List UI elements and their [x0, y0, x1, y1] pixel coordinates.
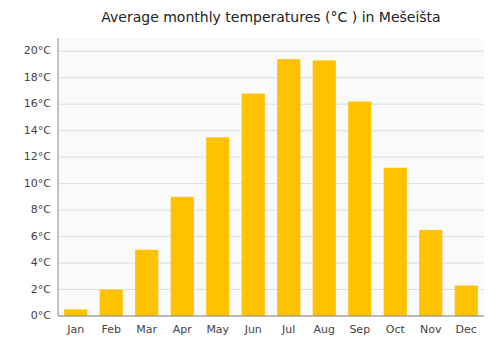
bar [135, 250, 158, 316]
y-tick-label: 18°C [24, 71, 51, 84]
x-tick-label: Apr [173, 323, 193, 336]
x-tick-label: Nov [420, 323, 442, 336]
y-axis-line [58, 38, 59, 316]
bar [384, 168, 407, 316]
y-tick-label: 14°C [24, 124, 51, 137]
x-tick-label: Sep [349, 323, 370, 336]
grid-line [58, 157, 484, 158]
x-tick-label: Mar [136, 323, 157, 336]
grid-line [58, 77, 484, 78]
x-tick-label: Oct [386, 323, 406, 336]
x-tick-label: May [206, 323, 229, 336]
y-tick-label: 16°C [24, 97, 51, 110]
bars [64, 59, 478, 316]
y-tick-label: 6°C [31, 230, 51, 243]
title: Average monthly temperatures (°C ) in Me… [101, 9, 440, 25]
grid-line [58, 210, 484, 211]
grid-line [58, 130, 484, 131]
chart: Average monthly temperatures (°C ) in Me… [0, 0, 500, 350]
x-tick-label: Jul [281, 323, 295, 336]
x-tick-label: Feb [102, 323, 121, 336]
y-tick-label: 12°C [24, 150, 51, 163]
bar [313, 61, 336, 316]
bar [348, 102, 371, 316]
x-tick-label: Jan [66, 323, 84, 336]
bar [242, 94, 265, 316]
x-axis-line [58, 316, 484, 317]
plot-background [58, 38, 484, 316]
y-tick-label: 8°C [31, 203, 51, 216]
bar [171, 197, 194, 316]
y-tick-label: 0°C [31, 309, 51, 322]
grid-line [58, 51, 484, 52]
y-tick-label: 20°C [24, 44, 51, 57]
bar [100, 290, 123, 316]
y-tick-label: 4°C [31, 256, 51, 269]
y-tick-label: 2°C [31, 283, 51, 296]
grid-line [58, 183, 484, 184]
y-tick-label: 10°C [24, 177, 51, 190]
x-tick-label: Dec [456, 323, 477, 336]
bar [455, 286, 478, 316]
bar [419, 230, 442, 316]
bar [206, 137, 229, 316]
x-tick-label: Aug [314, 323, 335, 336]
grid-line [58, 316, 484, 317]
x-tick-label: Jun [244, 323, 262, 336]
bar [64, 309, 87, 316]
grid-line [58, 104, 484, 105]
bar [277, 59, 300, 316]
